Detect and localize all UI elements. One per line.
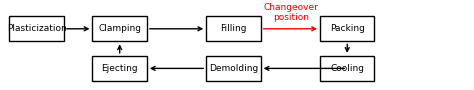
FancyBboxPatch shape [320,56,374,81]
Text: Changeover
position: Changeover position [264,3,319,22]
FancyBboxPatch shape [206,16,261,41]
FancyBboxPatch shape [206,56,261,81]
Text: Ejecting: Ejecting [101,64,138,73]
Text: Demolding: Demolding [209,64,258,73]
FancyBboxPatch shape [320,16,374,41]
Text: Cooling: Cooling [330,64,364,73]
Text: Clamping: Clamping [98,24,141,33]
Text: Packing: Packing [330,24,365,33]
FancyBboxPatch shape [92,56,147,81]
Text: Filling: Filling [220,24,246,33]
FancyBboxPatch shape [9,16,64,41]
Text: Plasticization: Plasticization [7,24,67,33]
FancyBboxPatch shape [92,16,147,41]
